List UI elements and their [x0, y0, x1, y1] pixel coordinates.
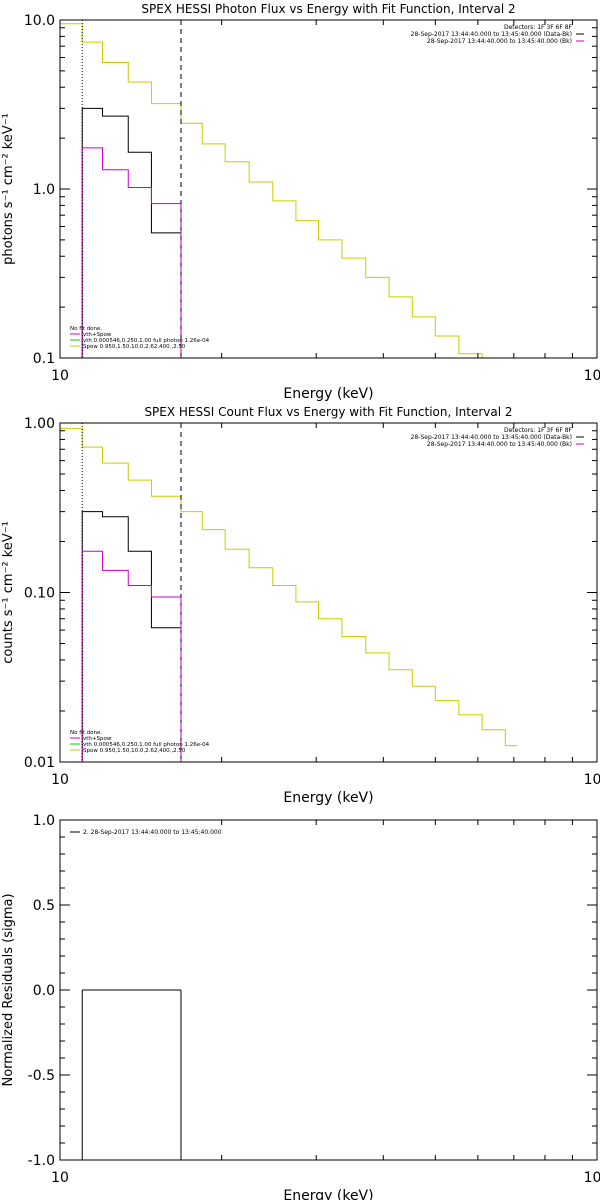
x-tick-label: 10	[51, 368, 69, 384]
legend-text: No fit done.	[70, 730, 102, 736]
y-tick-label: 0.1	[33, 351, 55, 367]
series-vth-spow	[59, 23, 497, 359]
x-axis-label: Energy (keV)	[283, 1188, 373, 1200]
x-tick-label: 10	[51, 772, 69, 788]
series-bk	[81, 550, 182, 762]
info-text: 28-Sep-2017 13:44:40.000 to 13:45:40.000…	[427, 38, 572, 45]
series-data-bk	[81, 107, 182, 358]
legend-text: vth+Spow	[83, 332, 112, 338]
x-tick-label: 100	[584, 772, 600, 788]
y-tick-label: 0.5	[33, 898, 55, 914]
chart-title: SPEX HESSI Count Flux vs Energy with Fit…	[144, 405, 512, 419]
legend-text: 2. 28-Sep-2017 13:44:40.000 to 13:45:40.…	[83, 829, 222, 836]
series-bk	[81, 147, 182, 358]
y-tick-label: 1.0	[33, 182, 55, 198]
y-axis-label: photons s⁻¹ cm⁻² keV⁻¹	[1, 113, 16, 265]
chart-panel-1: SPEX HESSI Photon Flux vs Energy with Fi…	[1, 2, 600, 402]
y-axis-label: counts s⁻¹ cm⁻² keV⁻¹	[1, 521, 16, 664]
x-tick-label: 100	[584, 1170, 600, 1186]
y-tick-label: 0.0	[33, 983, 55, 999]
x-tick-label: 10	[51, 1170, 69, 1186]
info-text: 28-Sep-2017 13:44:40.000 to 13:45:40.000…	[427, 441, 572, 448]
y-tick-label: 0.10	[24, 586, 55, 602]
y-tick-label: 0.01	[24, 755, 55, 771]
legend-text: Spow 0.950,1.50,10.0,2.62,400.,2.50	[83, 344, 186, 350]
legend-text: vth+Spow	[83, 736, 112, 742]
legend-text: No fit done.	[70, 326, 102, 332]
x-tick-label: 100	[584, 368, 600, 384]
plot-frame	[59, 19, 598, 359]
y-tick-label: 10.0	[24, 13, 55, 29]
series-vth-spow	[59, 427, 518, 762]
y-tick-label: -1.0	[28, 1153, 55, 1169]
info-text: 28-Sep-2017 13:44:40.000 to 13:45:40.000…	[411, 31, 572, 38]
y-tick-label: -0.5	[28, 1068, 55, 1084]
x-axis-label: Energy (keV)	[283, 386, 373, 402]
chart-panel-3: 10 100 -1.0 -0.5 0.0 0.5 1.0 Energy (keV) Normal…	[1, 813, 600, 1200]
series-data-bk	[81, 511, 182, 762]
info-text: Detectors: 1F 3F 6F 8F	[504, 427, 573, 434]
legend-text: vth 0.000546,0.250,1.00 full photon 1.26…	[83, 742, 210, 748]
x-axis-label: Energy (keV)	[283, 790, 373, 806]
info-text: 28-Sep-2017 13:44:40.000 to 13:45:40.000…	[411, 434, 572, 441]
info-text: Detectors: 1F 3F 6F 8F	[504, 24, 573, 31]
legend-text: vth 0.000546,0.250,1.00 full photon 1.26…	[83, 338, 210, 344]
chart-panel-2: SPEX HESSI Count Flux vs Energy with Fit…	[1, 405, 600, 806]
y-axis-label: Normalized Residuals (sigma)	[1, 893, 16, 1086]
plot-frame	[59, 422, 598, 763]
chart-title: SPEX HESSI Photon Flux vs Energy with Fi…	[141, 2, 515, 16]
y-tick-label: 1.00	[24, 416, 55, 432]
y-tick-label: 1.0	[33, 813, 55, 829]
legend-text: Spow 0.950,1.50,10.0,2.62,400.,2.50	[83, 748, 186, 754]
